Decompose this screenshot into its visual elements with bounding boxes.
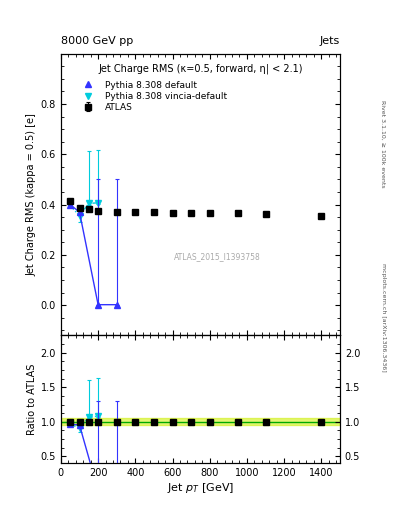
Y-axis label: Ratio to ATLAS: Ratio to ATLAS <box>26 364 37 435</box>
Y-axis label: Jet Charge RMS (kappa = 0.5) [e]: Jet Charge RMS (kappa = 0.5) [e] <box>26 113 37 276</box>
Pythia 8.308 vincia-default <box>96 200 101 206</box>
Pythia 8.308 vincia-default <box>86 200 91 206</box>
Text: Rivet 3.1.10, ≥ 100k events: Rivet 3.1.10, ≥ 100k events <box>381 99 386 187</box>
Pythia 8.308 default <box>114 302 119 308</box>
Text: Jets: Jets <box>320 36 340 46</box>
Legend: Pythia 8.308 default, Pythia 8.308 vincia-default, ATLAS: Pythia 8.308 default, Pythia 8.308 vinci… <box>77 78 230 115</box>
Text: Jet Charge RMS (κ=0.5, forward, η| < 2.1): Jet Charge RMS (κ=0.5, forward, η| < 2.1… <box>98 63 303 74</box>
Pythia 8.308 default <box>68 202 73 208</box>
Line: Pythia 8.308 vincia-default: Pythia 8.308 vincia-default <box>68 200 101 219</box>
Pythia 8.308 vincia-default <box>68 202 73 208</box>
Line: Pythia 8.308 default: Pythia 8.308 default <box>68 202 119 308</box>
Bar <box>61 418 340 425</box>
Pythia 8.308 default <box>77 209 82 215</box>
Text: ATLAS_2015_I1393758: ATLAS_2015_I1393758 <box>174 252 261 261</box>
Pythia 8.308 vincia-default <box>77 213 82 219</box>
Text: mcplots.cern.ch [arXiv:1306.3436]: mcplots.cern.ch [arXiv:1306.3436] <box>381 263 386 372</box>
Text: 8000 GeV pp: 8000 GeV pp <box>61 36 133 46</box>
X-axis label: Jet $p_T$ [GeV]: Jet $p_T$ [GeV] <box>167 481 234 495</box>
Pythia 8.308 default <box>96 302 101 308</box>
